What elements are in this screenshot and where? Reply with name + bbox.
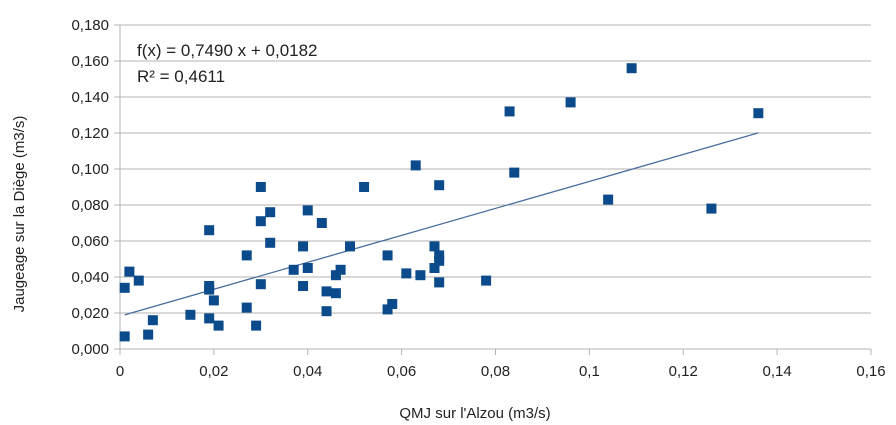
- x-tick-label: 0,08: [481, 363, 510, 380]
- x-tick-label: 0: [116, 363, 124, 380]
- data-point: [265, 237, 276, 248]
- data-point: [626, 63, 637, 74]
- data-point: [119, 331, 130, 342]
- y-tick-label: 0,180: [71, 17, 109, 34]
- data-point: [434, 255, 445, 266]
- data-point: [143, 329, 154, 340]
- data-point: [124, 266, 135, 277]
- axes: [114, 24, 872, 355]
- data-point: [298, 281, 309, 291]
- data-point: [241, 302, 252, 313]
- data-point: [265, 207, 276, 218]
- data-point: [321, 286, 332, 297]
- y-tick-label: 0,040: [71, 269, 109, 286]
- data-point: [255, 216, 266, 227]
- y-axis-title: Jaugeage sur la Diège (m3/s): [11, 116, 28, 313]
- y-tick-label: 0,120: [71, 125, 109, 142]
- data-point: [208, 295, 219, 306]
- y-tick-label: 0,020: [71, 305, 109, 322]
- x-tick-label: 0,1: [579, 363, 600, 380]
- data-point: [335, 264, 346, 275]
- x-tick-label: 0,04: [293, 363, 322, 380]
- data-point: [330, 288, 341, 299]
- gridlines: [120, 24, 871, 314]
- data-point: [251, 320, 262, 331]
- data-point: [204, 313, 215, 324]
- data-point: [255, 279, 266, 290]
- data-point: [241, 250, 252, 261]
- data-point: [706, 203, 717, 214]
- data-point: [429, 241, 440, 252]
- y-tick-label: 0,060: [71, 233, 109, 250]
- data-point: [298, 241, 309, 252]
- data-point: [330, 270, 341, 281]
- trendline-group: [124, 132, 759, 316]
- y-tick-label: 0,100: [71, 161, 109, 178]
- data-points: [119, 63, 764, 342]
- y-tick-label: 0,160: [71, 53, 109, 70]
- data-point: [504, 106, 515, 117]
- data-point: [185, 309, 196, 320]
- data-point: [753, 108, 764, 119]
- tick-labels: 0,0000,0200,0400,0600,0800,1000,1200,140…: [71, 17, 885, 380]
- y-tick-label: 0,080: [71, 197, 109, 214]
- data-point: [429, 263, 440, 273]
- data-point: [147, 315, 158, 326]
- data-point: [288, 264, 299, 275]
- data-point: [387, 299, 398, 309]
- data-point: [401, 268, 412, 279]
- data-point: [565, 97, 576, 108]
- data-point: [434, 277, 445, 288]
- data-point: [302, 205, 313, 216]
- data-point: [204, 225, 215, 236]
- data-point: [344, 241, 355, 252]
- y-tick-label: 0,140: [71, 89, 109, 106]
- data-point: [119, 282, 130, 293]
- x-tick-label: 0,14: [763, 363, 792, 380]
- data-point: [302, 263, 313, 273]
- data-point: [434, 180, 445, 191]
- data-point: [481, 275, 492, 286]
- x-tick-label: 0,02: [199, 363, 228, 380]
- x-axis-title: QMJ sur l'Alzou (m3/s): [399, 405, 550, 422]
- data-point: [321, 306, 332, 317]
- data-point: [213, 320, 224, 331]
- data-point: [382, 250, 393, 261]
- x-tick-label: 0,06: [387, 363, 416, 380]
- y-tick-label: 0,000: [71, 341, 109, 358]
- r-squared-label: R² = 0,4611: [137, 67, 225, 86]
- data-point: [382, 304, 393, 315]
- data-point: [133, 275, 144, 286]
- data-point: [415, 270, 426, 281]
- trendline: [124, 132, 759, 316]
- data-point: [255, 182, 266, 192]
- data-point: [359, 182, 370, 192]
- x-tick-label: 0,16: [856, 363, 885, 380]
- x-tick-label: 0,12: [669, 363, 698, 380]
- equation-label: f(x) = 0,7490 x + 0,0182: [137, 41, 318, 60]
- data-point: [316, 218, 327, 228]
- data-point: [509, 167, 520, 178]
- data-point: [410, 160, 421, 171]
- data-point: [204, 284, 215, 295]
- data-point: [603, 194, 614, 205]
- data-point: [434, 250, 445, 261]
